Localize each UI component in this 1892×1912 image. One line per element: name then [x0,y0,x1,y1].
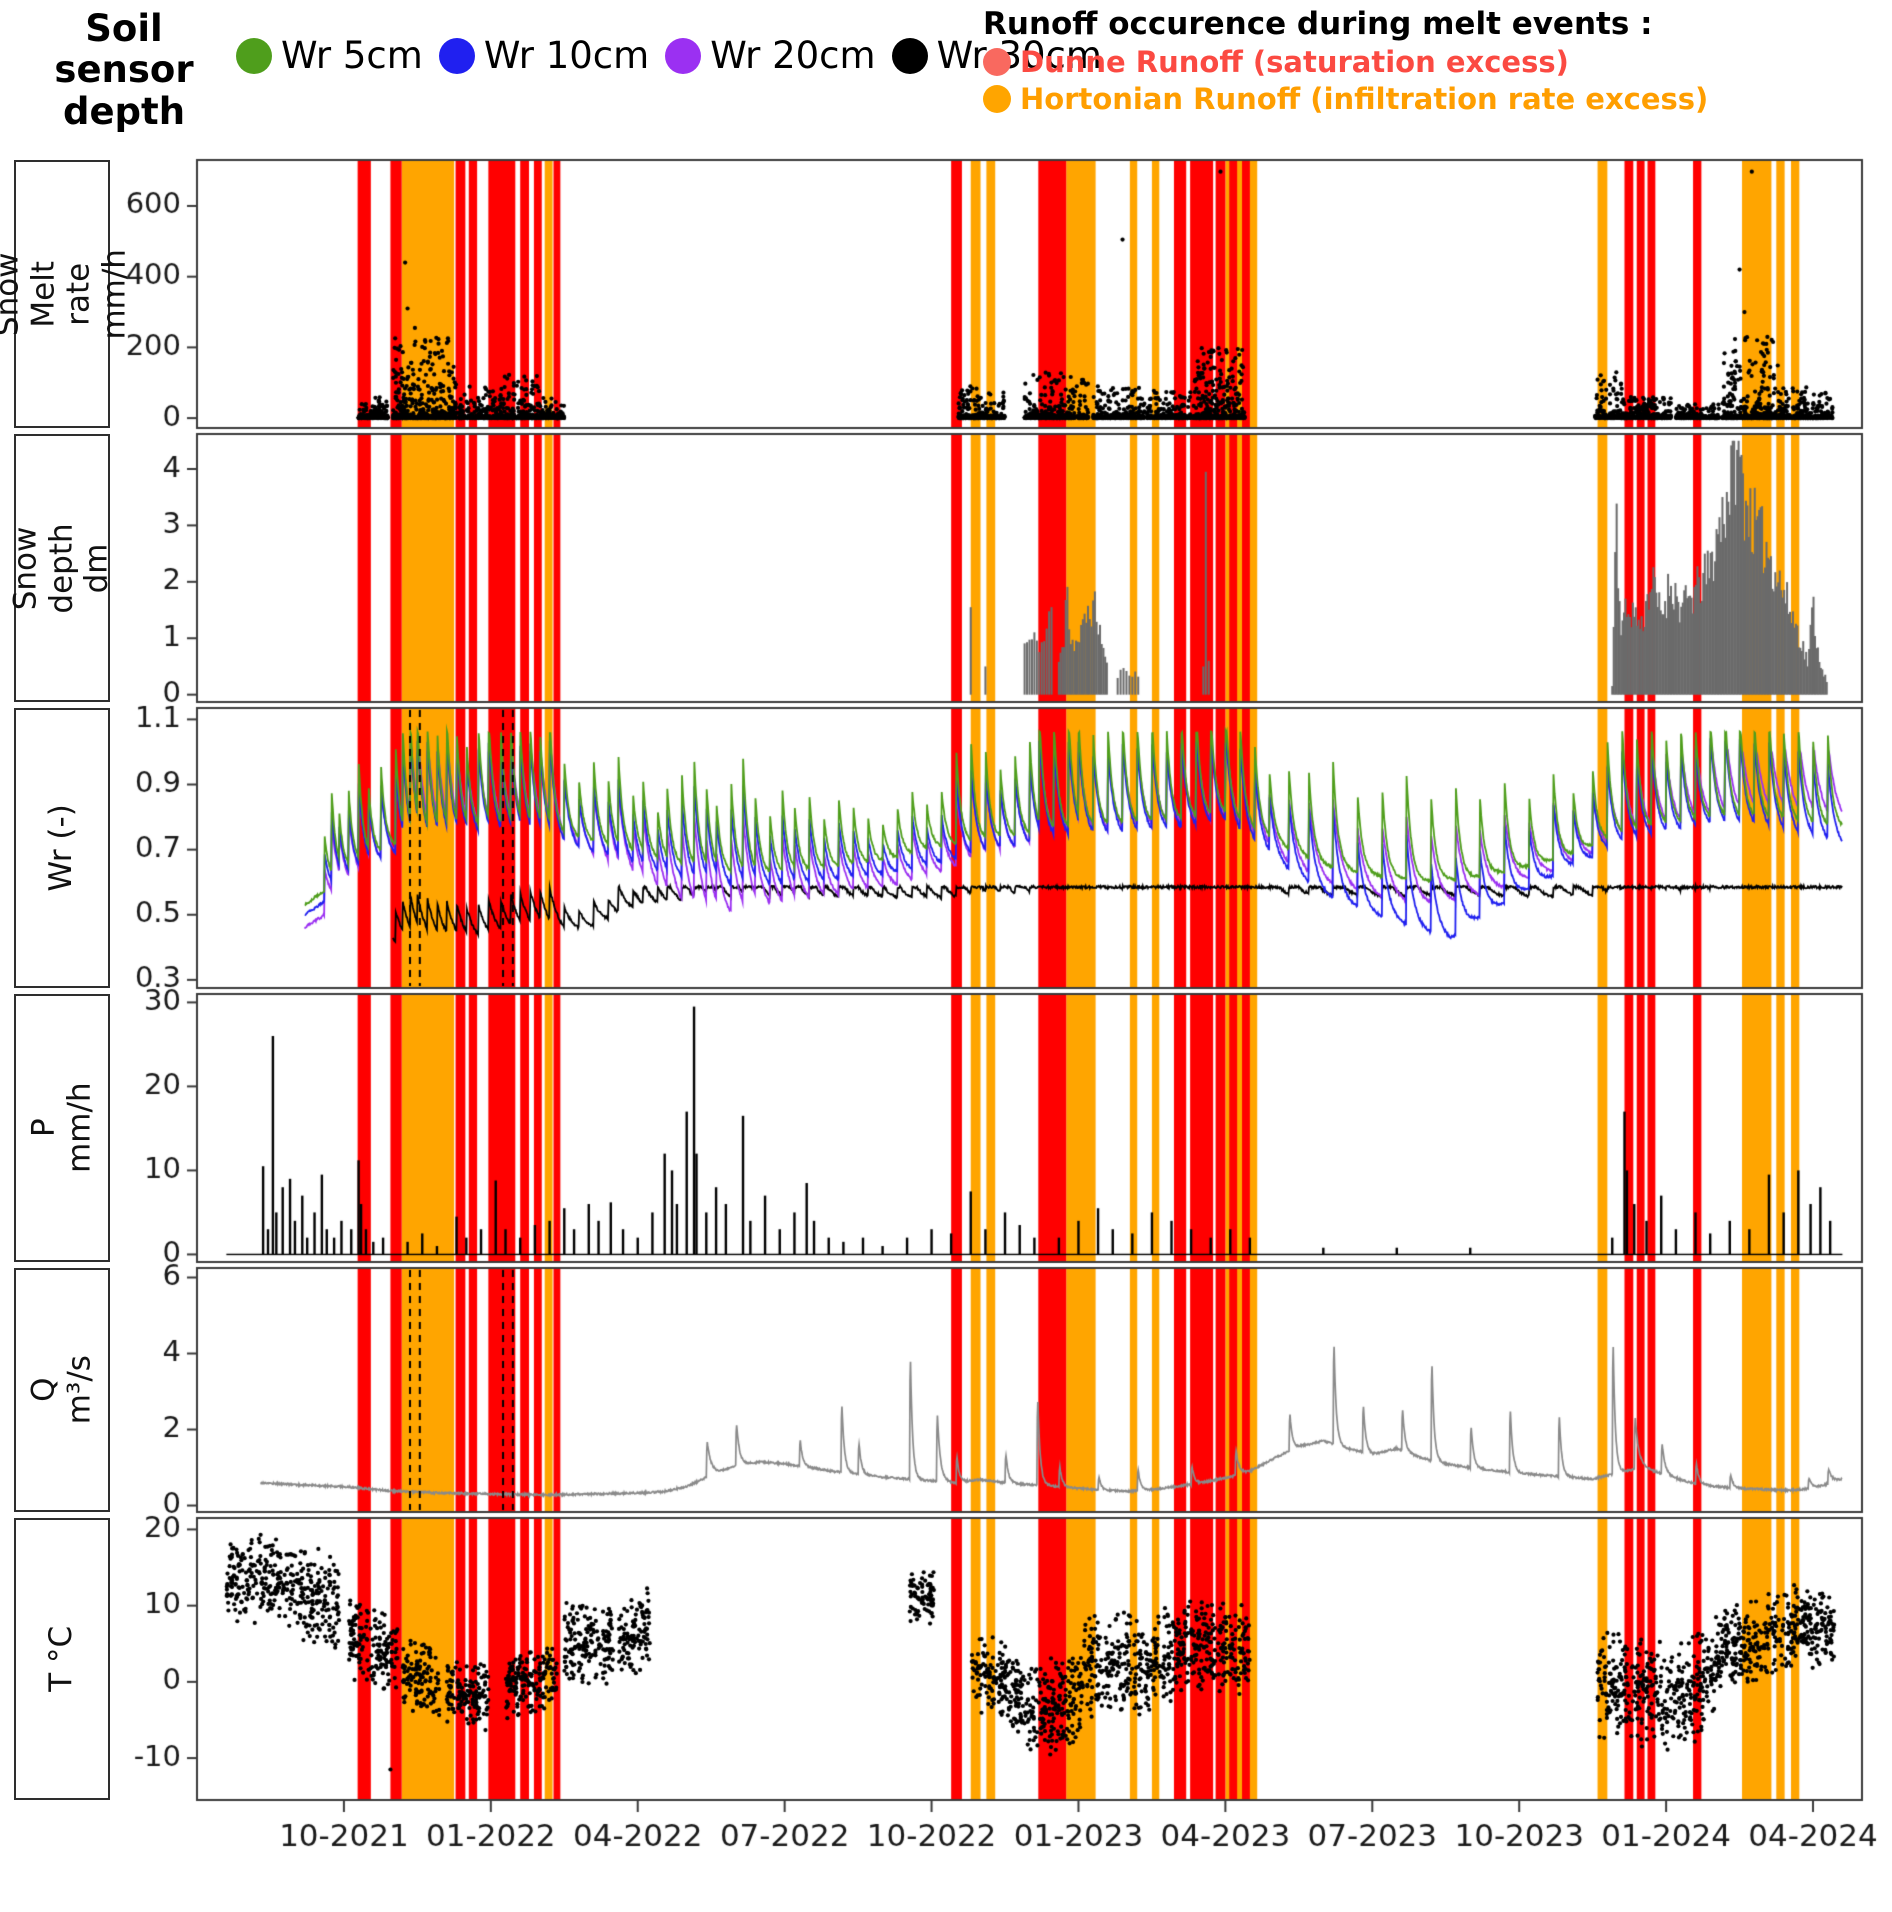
runoff-legend: Runoff occurence during melt events : Du… [983,6,1708,116]
panel-label-text: Snow depth dm [7,522,115,614]
panel-label-discharge: Q m³/s [14,1268,110,1512]
panel-label-text: Q m³/s [25,1355,97,1425]
legend-item-wr-30cm: Wr 30cm [891,34,1102,77]
panel-label-text: Wr (-) [43,804,80,892]
panel-label-text: T °C [43,1626,80,1692]
wr-30cm-color-dot [891,37,928,74]
panel-label-text: P mm/h [25,1082,97,1174]
soil-legend-title: Soil sensor depth [54,7,194,133]
runoff-legend-item-dunne: Dunne Runoff (saturation excess) [983,45,1708,79]
runoff-legend-item-label: Dunne Runoff (saturation excess) [1020,45,1569,79]
runoff-legend-item-label: Hortonian Runoff (infiltration rate exce… [1020,82,1709,116]
panel-label-temperature: T °C [14,1518,110,1800]
legend-item-label: Wr 5cm [281,34,423,77]
dunne-color-dot [983,48,1011,76]
legend-item-wr-20cm: Wr 20cm [665,34,876,77]
wr-20cm-color-dot [665,37,702,74]
legend-item-label: Wr 10cm [483,34,650,77]
panel-label-text: Snow Melt rate mm/h [0,248,133,340]
panel-label-wr: Wr (-) [14,708,110,988]
runoff-legend-items: Dunne Runoff (saturation excess) Hortonia… [983,45,1708,116]
wr-5cm-color-dot [236,37,272,74]
panel-label-precip: P mm/h [14,994,110,1262]
wr-10cm-color-dot [438,37,475,74]
soil-depth-legend: Wr 5cm Wr 10cm Wr 20cm Wr 30cm [236,34,1102,77]
legend-item-label: Wr 20cm [710,34,876,77]
legend-item-label: Wr 30cm [936,34,1102,77]
runoff-legend-title: Runoff occurence during melt events : [983,6,1653,42]
hortonian-color-dot [983,85,1011,113]
panel-label-snow-melt: Snow Melt rate mm/h [0,160,133,428]
legend-item-wr-10cm: Wr 10cm [438,34,650,77]
panel-label-snow-depth: Snow depth dm [8,434,115,702]
runoff-legend-item-hortonian: Hortonian Runoff (infiltration rate exce… [983,82,1708,116]
legend-item-wr-5cm: Wr 5cm [236,34,423,77]
